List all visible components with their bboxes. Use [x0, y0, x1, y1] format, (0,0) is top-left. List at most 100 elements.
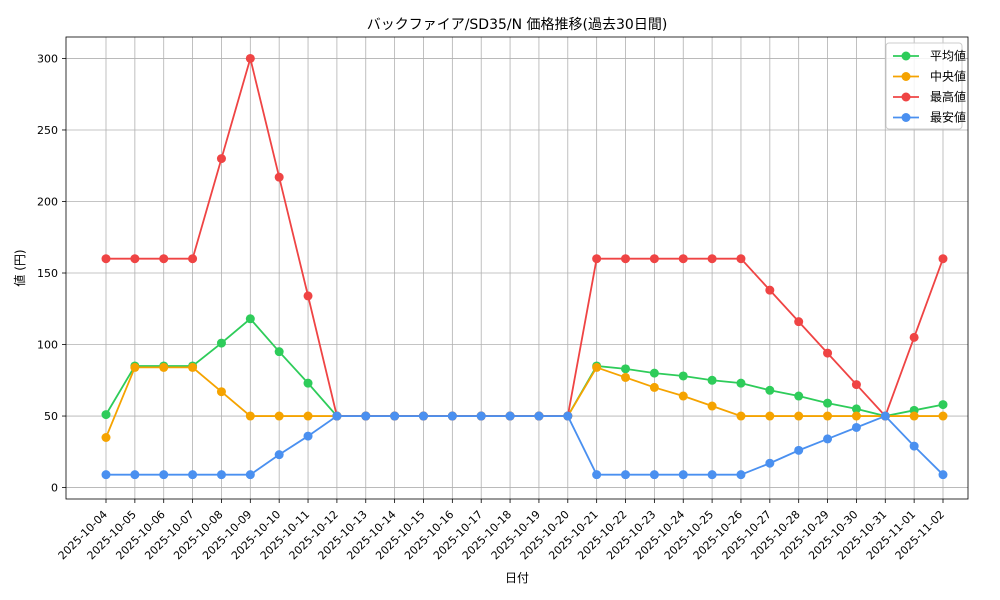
- data-point: [794, 411, 804, 421]
- data-point: [505, 411, 515, 421]
- data-point: [592, 470, 602, 480]
- legend-label: 平均値: [930, 48, 966, 63]
- data-point: [938, 470, 948, 480]
- y-tick-label: 250: [37, 124, 58, 137]
- plot-frame: [65, 36, 969, 500]
- data-point: [851, 380, 861, 390]
- data-point: [707, 254, 717, 264]
- data-point: [678, 470, 688, 480]
- data-point: [188, 470, 198, 480]
- legend-label: 中央値: [930, 69, 966, 84]
- data-point: [823, 398, 833, 408]
- data-point: [390, 411, 400, 421]
- data-point: [794, 391, 804, 401]
- data-point: [101, 432, 111, 442]
- y-axis-title: 値 (円): [12, 249, 27, 286]
- data-point: [621, 254, 631, 264]
- legend-marker: [901, 92, 911, 102]
- data-point: [678, 391, 688, 401]
- data-point: [332, 411, 342, 421]
- legend-marker: [901, 72, 911, 81]
- data-point: [678, 371, 688, 381]
- y-tick-label: 0: [51, 482, 58, 495]
- data-point: [794, 445, 804, 455]
- data-point: [851, 404, 861, 414]
- data-point: [534, 411, 544, 421]
- grid: [66, 37, 968, 499]
- data-point: [707, 401, 717, 411]
- data-point: [649, 470, 659, 480]
- data-point: [592, 362, 602, 372]
- legend-label: 最高値: [930, 89, 966, 104]
- data-point: [938, 411, 948, 421]
- data-point: [621, 372, 631, 382]
- series: [101, 53, 948, 480]
- data-point: [851, 422, 861, 432]
- data-point: [880, 411, 890, 421]
- data-point: [188, 254, 198, 264]
- data-point: [823, 348, 833, 358]
- data-point: [159, 470, 169, 480]
- x-axis-title: 日付: [505, 571, 529, 585]
- data-point: [794, 317, 804, 327]
- data-point: [130, 254, 140, 264]
- data-point: [823, 411, 833, 421]
- data-point: [447, 411, 457, 421]
- data-point: [938, 400, 948, 410]
- data-point: [736, 378, 746, 388]
- data-point: [216, 338, 226, 348]
- data-point: [216, 154, 226, 164]
- data-point: [563, 411, 573, 421]
- data-point: [649, 382, 659, 392]
- y-tick-label: 150: [37, 267, 58, 280]
- y-tick-label: 100: [37, 339, 58, 352]
- data-point: [765, 458, 775, 468]
- data-point: [159, 362, 169, 372]
- data-point: [736, 254, 746, 264]
- legend-box: [885, 42, 963, 130]
- data-point: [765, 285, 775, 295]
- data-point: [245, 314, 255, 324]
- data-point: [621, 470, 631, 480]
- data-point: [303, 431, 313, 441]
- data-point: [216, 387, 226, 397]
- data-point: [418, 411, 428, 421]
- data-point: [216, 470, 226, 480]
- data-point: [707, 470, 717, 480]
- data-point: [938, 254, 948, 264]
- data-point: [188, 362, 198, 372]
- data-point: [130, 362, 140, 372]
- data-point: [274, 347, 284, 357]
- data-point: [159, 254, 169, 264]
- data-point: [101, 470, 111, 480]
- data-point: [303, 291, 313, 301]
- data-point: [245, 470, 255, 480]
- data-point: [678, 254, 688, 264]
- data-point: [274, 172, 284, 182]
- data-point: [851, 411, 861, 421]
- chart-title: バックファイア/SD35/N 価格推移(過去30日間): [367, 17, 668, 33]
- data-point: [823, 434, 833, 444]
- data-point: [736, 470, 746, 480]
- data-point: [909, 441, 919, 451]
- plot-area: [66, 37, 968, 499]
- legend-label: 最安値: [930, 110, 966, 125]
- data-point: [592, 254, 602, 264]
- data-point: [274, 411, 284, 421]
- data-point: [649, 368, 659, 378]
- data-point: [245, 411, 255, 421]
- data-point: [621, 364, 631, 374]
- legend-marker: [901, 113, 911, 122]
- legend-marker: [901, 51, 911, 61]
- data-point: [130, 470, 140, 480]
- data-point: [909, 411, 919, 421]
- data-point: [736, 411, 746, 421]
- data-point: [476, 411, 486, 421]
- data-point: [765, 411, 775, 421]
- data-point: [649, 254, 659, 264]
- series-line: [106, 414, 944, 476]
- data-point: [245, 53, 255, 63]
- data-point: [101, 254, 111, 264]
